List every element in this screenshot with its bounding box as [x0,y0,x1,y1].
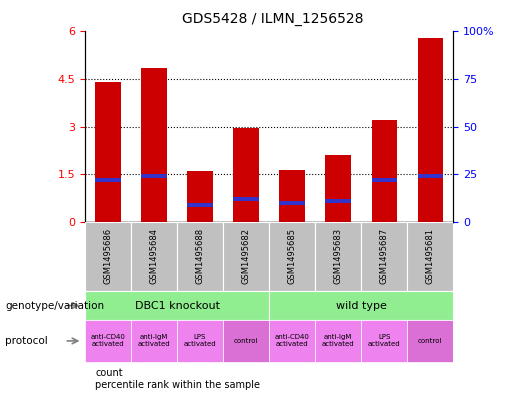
Text: GDS5428 / ILMN_1256528: GDS5428 / ILMN_1256528 [182,12,364,26]
Bar [141,174,167,178]
Bar [371,120,397,222]
Text: GSM1495684: GSM1495684 [149,228,159,285]
Bar [90,370,91,376]
Text: anti-IgM
activated: anti-IgM activated [138,334,170,347]
Bar [85,222,131,291]
Bar [85,320,131,362]
Bar [223,320,269,362]
Bar [95,82,121,222]
Bar [325,199,351,203]
Bar [315,320,361,362]
Text: GSM1495686: GSM1495686 [104,228,112,285]
Text: genotype/variation: genotype/variation [5,301,104,310]
Bar [361,222,407,291]
Text: GSM1495688: GSM1495688 [196,228,204,285]
Bar [325,155,351,222]
Bar [315,222,361,291]
Text: GSM1495683: GSM1495683 [334,228,342,285]
Text: percentile rank within the sample: percentile rank within the sample [95,380,260,390]
Text: wild type: wild type [336,301,387,310]
Text: anti-CD40
activated: anti-CD40 activated [91,334,126,347]
Bar [177,222,223,291]
Bar [90,382,91,388]
Bar [407,222,453,291]
Text: GSM1495682: GSM1495682 [242,228,251,285]
Text: GSM1495687: GSM1495687 [380,228,389,285]
Bar [371,178,397,182]
Text: count: count [95,368,123,378]
Bar [418,174,443,178]
Text: GSM1495685: GSM1495685 [287,228,297,285]
Text: control: control [418,338,442,344]
Bar [418,38,443,222]
Bar [269,291,453,320]
Bar [407,320,453,362]
Bar [131,320,177,362]
Bar [85,291,269,320]
Text: LPS
activated: LPS activated [184,334,216,347]
Bar [131,222,177,291]
Text: LPS
activated: LPS activated [368,334,401,347]
Bar [233,129,259,222]
Bar [280,170,305,222]
Bar [187,171,213,222]
Text: DBC1 knockout: DBC1 knockout [134,301,219,310]
Text: protocol: protocol [5,336,48,346]
Bar [280,201,305,205]
Bar [269,222,315,291]
Bar [187,203,213,207]
Bar [223,222,269,291]
Text: anti-IgM
activated: anti-IgM activated [322,334,354,347]
Bar [361,320,407,362]
Bar [269,320,315,362]
Text: GSM1495681: GSM1495681 [426,228,435,285]
Bar [233,197,259,201]
Bar [177,320,223,362]
Text: anti-CD40
activated: anti-CD40 activated [274,334,310,347]
Text: control: control [234,338,258,344]
Bar [95,178,121,182]
Bar [141,68,167,222]
